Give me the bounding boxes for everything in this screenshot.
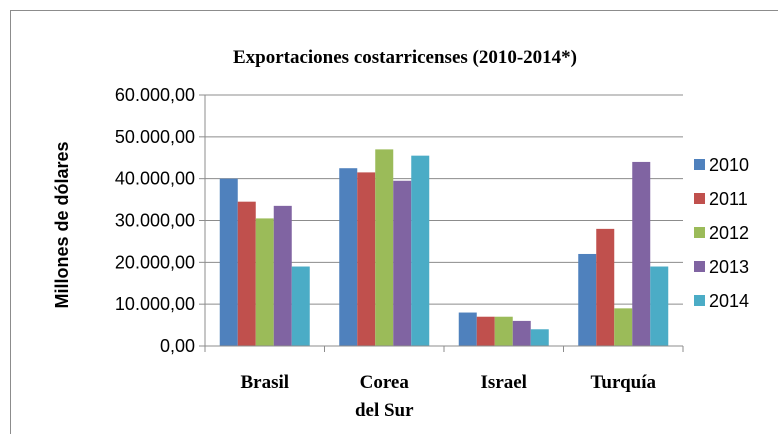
legend-swatch (694, 261, 705, 272)
bar (219, 178, 238, 346)
x-tick-label: Corea del Sur (355, 372, 414, 421)
legend-label: 2013 (709, 257, 749, 277)
bar (339, 168, 358, 346)
chart-title: Exportaciones costarricenses (2010-2014*… (233, 47, 577, 68)
legend-swatch (694, 295, 705, 306)
y-tick-labels: 0,00 10.000,00 20.000,00 30.000,00 40.000,00… (115, 85, 195, 356)
legend-label: 2014 (709, 291, 749, 311)
y-tick-label: 20.000,00 (115, 252, 195, 272)
y-axis-label: Millones de dólares (52, 141, 72, 308)
y-tick-label: 40.000,00 (115, 169, 195, 189)
bar (578, 253, 597, 346)
bar (273, 205, 292, 346)
bar (596, 228, 615, 346)
legend-label: 2011 (709, 189, 748, 209)
x-tick-label: Israel (481, 372, 527, 393)
legend-label: 2010 (709, 155, 749, 175)
bar (530, 329, 549, 346)
bar (237, 201, 256, 346)
legend-swatch (694, 193, 705, 204)
bar (614, 308, 633, 346)
bar (411, 155, 430, 346)
y-tick-label: 60.000,00 (115, 85, 195, 105)
bars (219, 149, 669, 346)
bar (291, 266, 310, 346)
y-tick-label: 0,00 (160, 336, 195, 356)
bar (650, 266, 669, 346)
bar (375, 149, 394, 346)
bar (512, 320, 531, 346)
bar (255, 218, 274, 346)
legend: 2010 2011 2012 2013 2014 (694, 155, 749, 311)
bar (476, 316, 495, 346)
axes (204, 95, 684, 352)
legend-swatch (694, 159, 705, 170)
bar (357, 172, 376, 346)
legend-label: 2012 (709, 223, 749, 243)
y-tick-label: 30.000,00 (115, 211, 195, 231)
x-tick-label: Brasil (240, 372, 289, 393)
x-tick-label: Turquía (591, 372, 657, 393)
legend-swatch (694, 227, 705, 238)
bar (632, 161, 651, 346)
bar (393, 180, 412, 346)
y-tick-label: 10.000,00 (115, 294, 195, 314)
y-tick-label: 50.000,00 (115, 127, 195, 147)
bar (494, 316, 513, 346)
x-tick-labels: Brasil Corea del Sur Israel Turquía (240, 372, 656, 421)
bar (458, 312, 477, 346)
